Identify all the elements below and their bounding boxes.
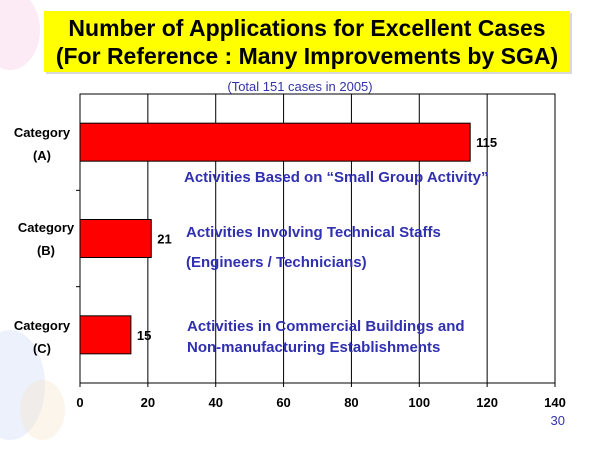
page-title: Number of Applications for Excellent Cas… xyxy=(44,11,570,72)
annotation-a: Activities Based on “Small Group Activit… xyxy=(184,169,489,186)
bar xyxy=(79,315,132,355)
annotation-c-line1: Activities in Commercial Buildings and xyxy=(187,318,465,335)
annotation-b-line2: (Engineers / Technicians) xyxy=(186,254,367,271)
decorative-balloon xyxy=(20,380,65,440)
x-tick-label: 40 xyxy=(208,395,222,410)
data-label: 115 xyxy=(476,135,497,150)
category-label-b: Category (B) xyxy=(17,220,75,258)
category-label-c: Category (C) xyxy=(13,318,71,356)
title-line-1: Number of Applications for Excellent Cas… xyxy=(68,15,546,41)
title-line-2: (For Reference : Many Improvements by SG… xyxy=(55,43,559,69)
bar xyxy=(79,122,471,162)
data-label: 21 xyxy=(157,232,171,247)
x-tick-label: 80 xyxy=(344,395,358,410)
x-tick-label: 140 xyxy=(544,395,566,410)
bar xyxy=(79,219,152,258)
x-tick-label: 20 xyxy=(141,395,155,410)
x-tick-label: 60 xyxy=(276,395,290,410)
x-tick-label: 100 xyxy=(408,395,430,410)
chart-subtitle: (Total 151 cases in 2005) xyxy=(227,79,373,94)
x-tick-label: 120 xyxy=(476,395,498,410)
x-tick-label: 0 xyxy=(76,395,83,410)
annotation-c-line2: Non-manufacturing Establishments xyxy=(187,339,441,356)
annotation-b-line1: Activities Involving Technical Staffs xyxy=(186,224,441,241)
category-label-a: Category (A) xyxy=(13,125,71,163)
data-label: 15 xyxy=(137,328,151,343)
page-number: 30 xyxy=(550,413,565,428)
